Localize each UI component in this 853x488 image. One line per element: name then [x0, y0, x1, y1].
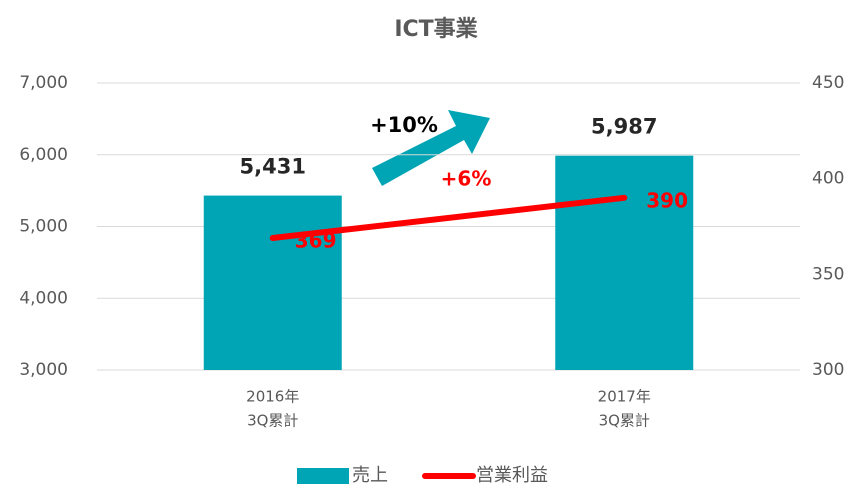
x-tick-label: 3Q累計: [247, 412, 298, 430]
data-label: 390: [646, 188, 688, 212]
x-tick-label: 2016年: [246, 388, 299, 406]
chart-title: ICT事業: [394, 16, 478, 42]
data-label: 5,431: [240, 155, 306, 179]
y2-tick-label: 300: [812, 360, 844, 380]
annotation: +6%: [441, 167, 492, 191]
legend-swatch: [297, 468, 349, 484]
y-tick-label: 7,000: [19, 73, 68, 93]
y-tick-label: 6,000: [19, 145, 68, 165]
legend-label: 売上: [352, 465, 388, 486]
x-tick-label: 2017年: [598, 388, 651, 406]
bar: [555, 155, 694, 370]
y2-tick-label: 350: [812, 264, 844, 284]
legend-label: 営業利益: [476, 465, 548, 486]
y-tick-label: 4,000: [19, 288, 68, 308]
bar: [203, 195, 342, 370]
y-tick-label: 5,000: [19, 217, 68, 237]
annotation: +10%: [370, 113, 438, 137]
x-tick-label: 3Q累計: [599, 412, 650, 430]
y2-tick-label: 450: [812, 73, 844, 93]
y2-tick-label: 400: [812, 169, 844, 189]
data-label: 5,987: [591, 115, 657, 139]
data-label: 369: [295, 228, 337, 252]
line: [269, 194, 628, 241]
y-tick-label: 3,000: [19, 360, 68, 380]
arrow: [372, 110, 490, 186]
